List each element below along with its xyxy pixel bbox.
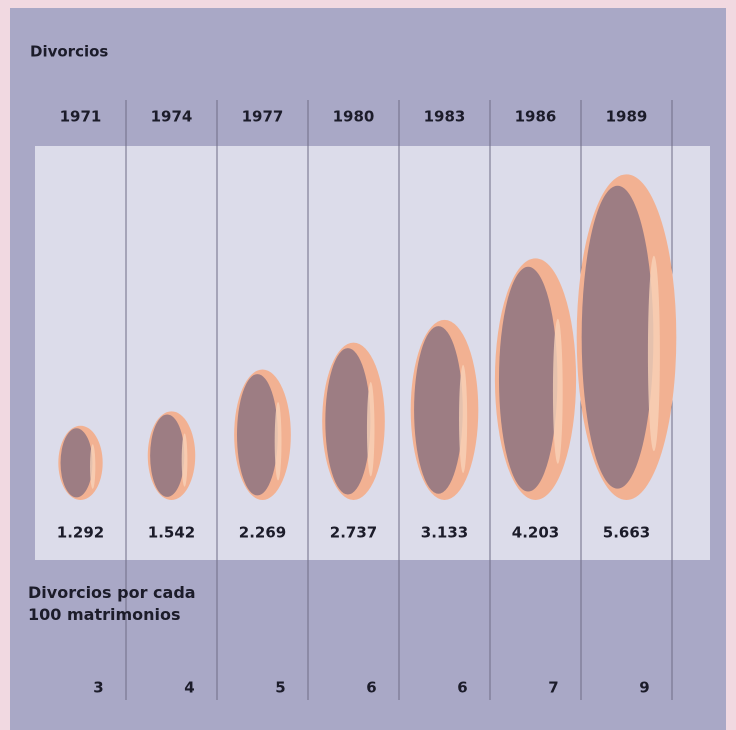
- ring-highlight: [274, 402, 282, 481]
- x-tick-label: 1980: [333, 108, 375, 126]
- ring-inside: [414, 326, 463, 494]
- x-tick-label: 1977: [242, 108, 284, 126]
- value-label: 2.737: [330, 524, 377, 542]
- value-label: 4.203: [512, 524, 559, 542]
- ring-highlight: [366, 381, 375, 477]
- ring-inside: [581, 185, 654, 489]
- ring-inside: [236, 374, 278, 496]
- value-label: 9: [639, 679, 649, 697]
- ring-highlight: [459, 364, 468, 473]
- x-tick-label: 1986: [515, 108, 557, 126]
- ring-highlight: [90, 444, 96, 489]
- ring-highlight: [181, 433, 188, 487]
- chart-title: Divorcios: [30, 43, 108, 61]
- ring-inside: [150, 414, 185, 497]
- value-label: 5: [275, 679, 285, 697]
- x-tick-label: 1974: [151, 108, 193, 126]
- ring-inside: [498, 266, 558, 492]
- value-label: 1.292: [57, 524, 104, 542]
- x-tick-label: 1989: [606, 108, 648, 126]
- value-label: 3: [93, 679, 103, 697]
- value-label: 2.269: [239, 524, 286, 542]
- ring-inside: [60, 428, 93, 498]
- x-tick-label: 1983: [424, 108, 466, 126]
- ring-inside: [325, 348, 371, 495]
- value-label: 5.663: [603, 524, 650, 542]
- value-label: 6: [366, 679, 376, 697]
- value-label: 1.542: [148, 524, 195, 542]
- ring-highlight: [552, 318, 563, 464]
- x-tick-label: 1971: [60, 108, 102, 126]
- series-label: Divorcios por cada 100 matrimonios: [28, 583, 196, 624]
- value-label: 6: [457, 679, 467, 697]
- value-label: 7: [548, 679, 558, 697]
- value-label: 4: [184, 679, 194, 697]
- value-label: 3.133: [421, 524, 468, 542]
- ring-highlight: [647, 255, 660, 452]
